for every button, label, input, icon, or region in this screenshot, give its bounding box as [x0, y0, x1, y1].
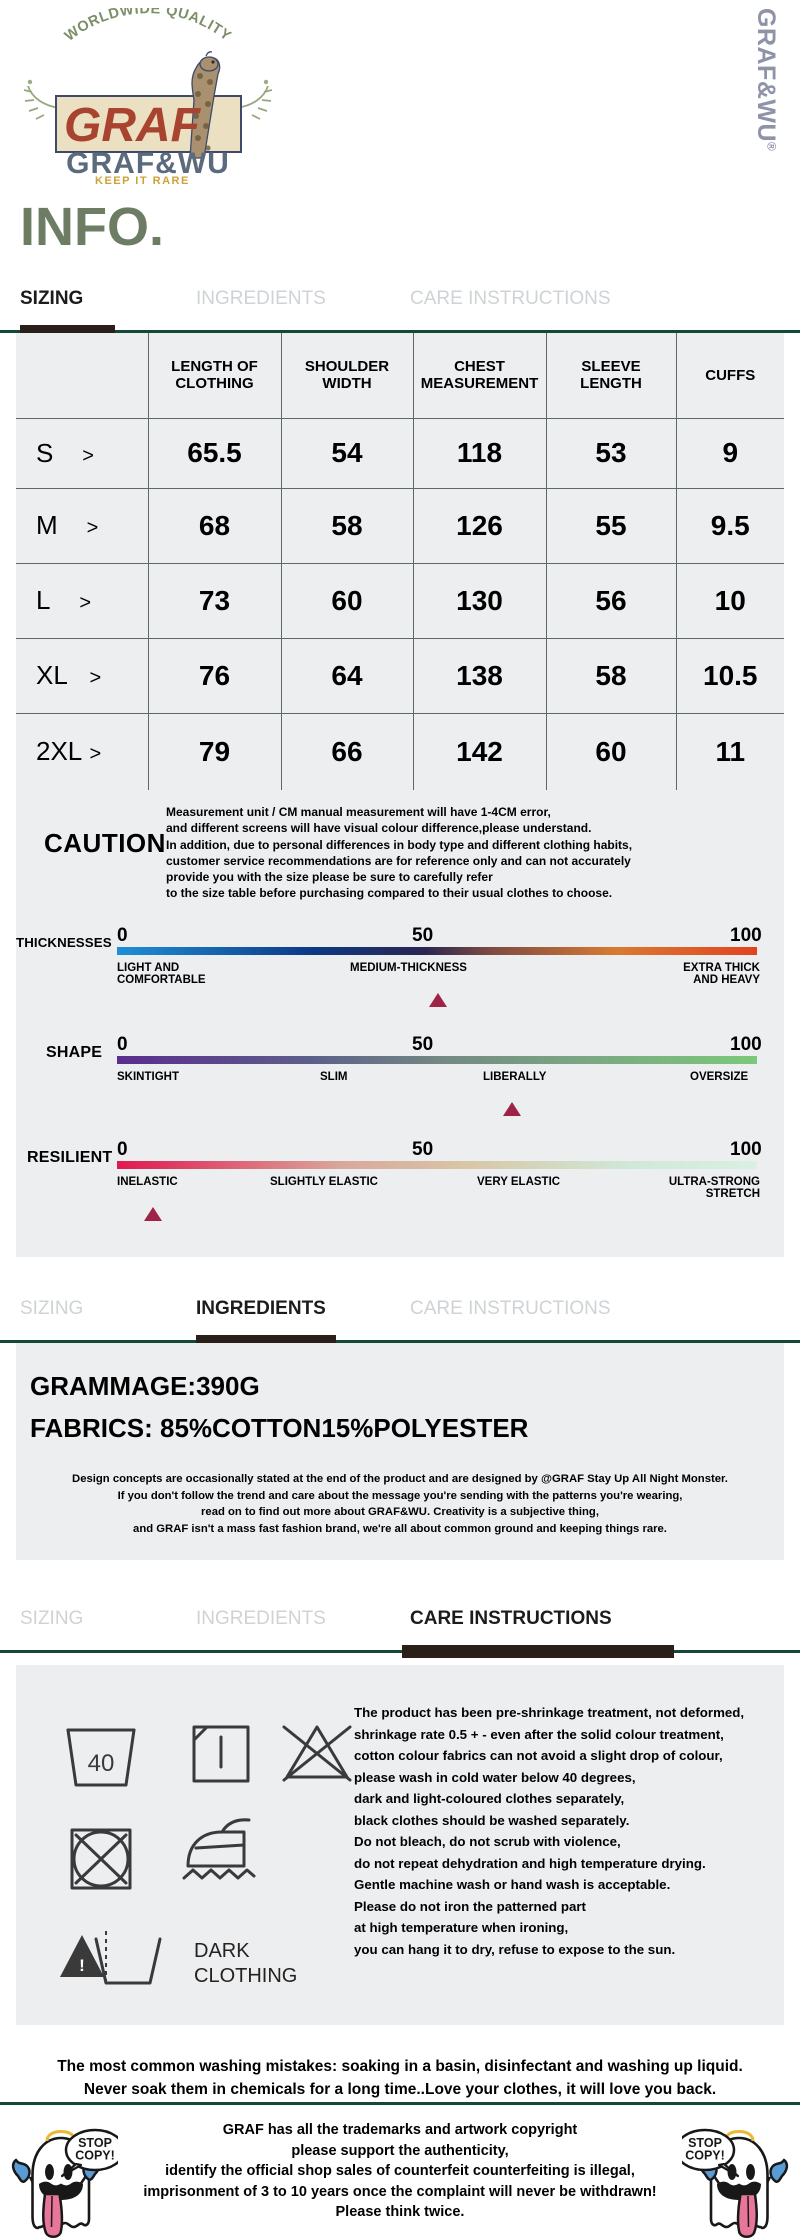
- svg-text:WORLDWIDE QUALITY: WORLDWIDE QUALITY: [62, 8, 234, 45]
- svg-text:GRAF: GRAF: [64, 99, 202, 152]
- svg-text:STOP: STOP: [688, 2136, 722, 2150]
- svg-text:COPY!: COPY!: [685, 2149, 725, 2163]
- svg-text:40: 40: [88, 1750, 115, 1777]
- svg-text:STOP: STOP: [78, 2136, 112, 2150]
- svg-text:!: !: [79, 1956, 85, 1975]
- svg-text:GRAF&WU: GRAF&WU: [66, 147, 230, 178]
- svg-text:CLOTHING: CLOTHING: [194, 1965, 296, 1987]
- svg-text:COPY!: COPY!: [75, 2149, 115, 2163]
- svg-text:DARK: DARK: [194, 1940, 250, 1962]
